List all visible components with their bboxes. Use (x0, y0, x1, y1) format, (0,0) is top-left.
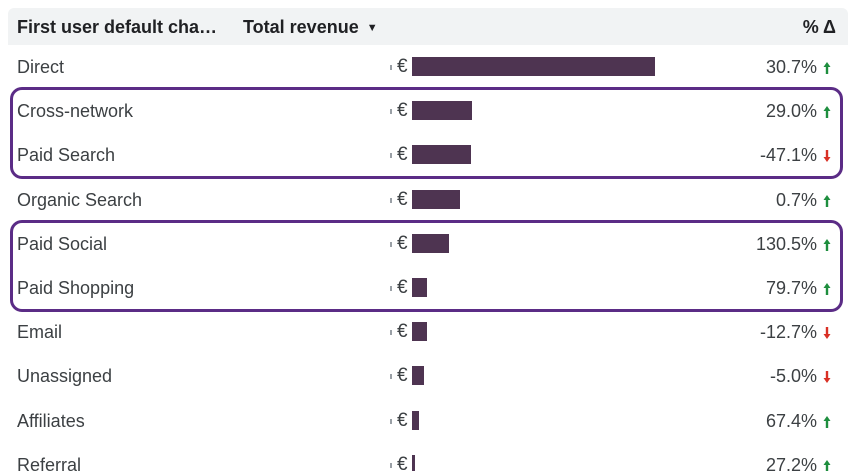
table-row[interactable]: Affiliates €67.4% (8, 399, 848, 443)
redacted-value-mark (390, 286, 392, 291)
channel-label: Direct (17, 57, 65, 77)
channel-revenue-table: First user default cha… Total revenue ▼ %… (8, 8, 848, 471)
percent-change-value: 29.0% (765, 101, 817, 121)
table-row[interactable]: Referral €27.2% (8, 443, 848, 471)
arrow-down-icon (823, 327, 831, 339)
arrow-up-icon (823, 195, 831, 207)
percent-change-column-header[interactable]: % Δ (802, 17, 836, 37)
sort-caret-down-icon[interactable]: ▼ (366, 22, 378, 34)
table-row[interactable]: Email € -12.7% (8, 310, 848, 354)
table-row[interactable]: Direct €30.7% (8, 45, 848, 89)
revenue-bar (412, 322, 427, 341)
percent-change-value: 0.7% (775, 190, 817, 210)
currency-symbol: € (397, 233, 408, 254)
arrow-down-icon (823, 150, 831, 162)
currency-symbol: € (397, 144, 408, 165)
table-row[interactable]: Paid Search € -47.1% (8, 133, 848, 177)
table-row[interactable]: Organic Search €0.7% (8, 178, 848, 222)
revenue-bar (412, 455, 415, 471)
revenue-bar (412, 411, 419, 430)
redacted-value-mark (390, 65, 392, 70)
arrow-up-icon (823, 416, 831, 428)
arrow-down-icon (823, 371, 831, 383)
percent-change-value: -12.7% (759, 322, 817, 342)
revenue-bar (412, 278, 427, 297)
percent-change-value: 79.7% (765, 278, 817, 298)
revenue-bar (412, 57, 655, 76)
revenue-bar (412, 234, 449, 253)
channel-label: Paid Shopping (17, 278, 135, 298)
percent-change-value: -47.1% (759, 145, 817, 165)
redacted-value-mark (390, 419, 392, 424)
percent-change-value: -5.0% (769, 366, 817, 386)
revenue-bar (412, 101, 472, 120)
redacted-value-mark (390, 153, 392, 158)
redacted-value-mark (390, 198, 392, 203)
currency-symbol: € (397, 321, 408, 342)
revenue-bar (412, 366, 424, 385)
arrow-up-icon (823, 239, 831, 251)
percent-change-value: 130.5% (755, 234, 817, 254)
currency-symbol: € (397, 100, 408, 121)
table-row[interactable]: Unassigned € -5.0% (8, 354, 848, 398)
currency-symbol: € (397, 189, 408, 210)
percent-change-value: 27.2% (765, 455, 817, 471)
channel-label: Affiliates (17, 411, 85, 431)
total-revenue-column-header[interactable]: Total revenue ▼ (243, 17, 378, 38)
table-row[interactable]: Cross-network €29.0% (8, 89, 848, 133)
currency-symbol: € (397, 410, 408, 431)
redacted-value-mark (390, 374, 392, 379)
arrow-up-icon (823, 460, 831, 471)
dimension-column-header[interactable]: First user default cha… (17, 17, 218, 37)
revenue-bar (412, 145, 471, 164)
percent-change-value: 67.4% (765, 411, 817, 431)
arrow-up-icon (823, 62, 831, 74)
arrow-up-icon (823, 106, 831, 118)
redacted-value-mark (390, 109, 392, 114)
revenue-bar (412, 190, 460, 209)
table-row[interactable]: Paid Social €130.5% (8, 222, 848, 266)
table-row[interactable]: Paid Shopping €79.7% (8, 266, 848, 310)
currency-symbol: € (397, 454, 408, 471)
redacted-value-mark (390, 463, 392, 468)
channel-label: Unassigned (17, 366, 113, 386)
currency-symbol: € (397, 365, 408, 386)
redacted-value-mark (390, 330, 392, 335)
channel-label: Cross-network (17, 101, 134, 121)
table-header: First user default cha… Total revenue ▼ %… (8, 8, 848, 45)
percent-change-value: 30.7% (765, 57, 817, 77)
redacted-value-mark (390, 242, 392, 247)
channel-label: Referral (17, 455, 82, 471)
channel-label: Paid Social (17, 234, 108, 254)
total-revenue-header-label: Total revenue (243, 17, 359, 37)
arrow-up-icon (823, 283, 831, 295)
currency-symbol: € (397, 56, 408, 77)
channel-label: Paid Search (17, 145, 116, 165)
currency-symbol: € (397, 277, 408, 298)
channel-label: Organic Search (17, 190, 143, 210)
channel-label: Email (17, 322, 63, 342)
